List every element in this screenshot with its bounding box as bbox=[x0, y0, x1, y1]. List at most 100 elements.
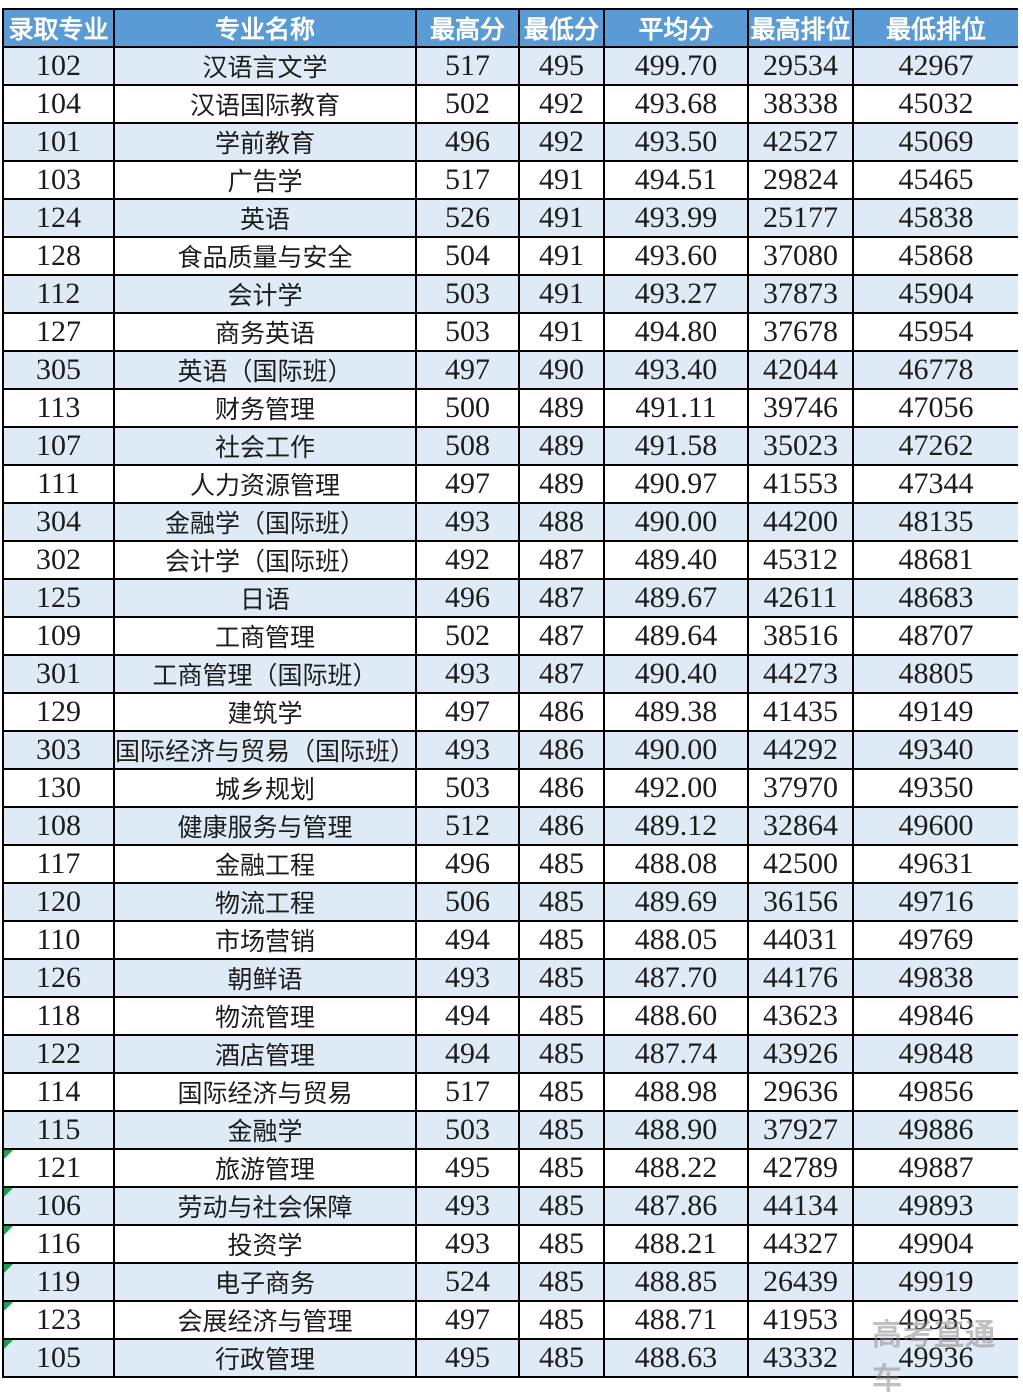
cell-max-score: 503 bbox=[415, 1110, 521, 1150]
cell-major-name: 英语 bbox=[112, 198, 418, 238]
table-row: 101 学前教育 496 492 493.50 42527 45069 bbox=[2, 122, 1019, 162]
cell-avg-score: 489.38 bbox=[603, 692, 750, 732]
table-row: 121 旅游管理 495 485 488.22 42789 49887 bbox=[2, 1148, 1019, 1188]
cell-highest-rank: 44134 bbox=[747, 1186, 855, 1226]
cell-highest-rank: 37080 bbox=[747, 236, 855, 276]
col-header-max-score: 最高分 bbox=[415, 8, 521, 48]
table-row: 302 会计学（国际班） 492 487 489.40 45312 48681 bbox=[2, 540, 1019, 580]
cell-major-name: 汉语国际教育 bbox=[112, 84, 418, 124]
cell-lowest-rank: 49846 bbox=[852, 996, 1019, 1036]
cell-major-name: 投资学 bbox=[112, 1224, 418, 1264]
cell-highest-rank: 44031 bbox=[747, 920, 855, 960]
cell-admission-code: 102 bbox=[2, 46, 115, 86]
cell-admission-code: 127 bbox=[2, 312, 115, 352]
cell-max-score: 504 bbox=[415, 236, 521, 276]
col-header-avg-score: 平均分 bbox=[603, 8, 750, 48]
cell-highest-rank: 44176 bbox=[747, 958, 855, 998]
cell-max-score: 500 bbox=[415, 388, 521, 428]
table-row: 127 商务英语 503 491 494.80 37678 45954 bbox=[2, 312, 1019, 352]
cell-max-score: 492 bbox=[415, 540, 521, 580]
cell-highest-rank: 43332 bbox=[747, 1338, 855, 1378]
cell-major-name: 社会工作 bbox=[112, 426, 418, 466]
cell-min-score: 487 bbox=[518, 616, 606, 656]
cell-admission-code: 125 bbox=[2, 578, 115, 618]
cell-major-name: 学前教育 bbox=[112, 122, 418, 162]
cell-avg-score: 488.63 bbox=[603, 1338, 750, 1378]
cell-min-score: 492 bbox=[518, 84, 606, 124]
cell-major-name: 商务英语 bbox=[112, 312, 418, 352]
cell-max-score: 517 bbox=[415, 160, 521, 200]
cell-admission-code: 112 bbox=[2, 274, 115, 314]
cell-admission-code: 305 bbox=[2, 350, 115, 390]
cell-min-score: 485 bbox=[518, 844, 606, 884]
table-row: 118 物流管理 494 485 488.60 43623 49846 bbox=[2, 996, 1019, 1036]
cell-error-indicator-icon bbox=[5, 1151, 13, 1159]
table-row: 120 物流工程 506 485 489.69 36156 49716 bbox=[2, 882, 1019, 922]
cell-error-indicator-icon bbox=[5, 1189, 13, 1197]
cell-major-name: 工商管理（国际班） bbox=[112, 654, 418, 694]
cell-highest-rank: 35023 bbox=[747, 426, 855, 466]
cell-avg-score: 491.58 bbox=[603, 426, 750, 466]
cell-highest-rank: 42789 bbox=[747, 1148, 855, 1188]
cell-avg-score: 499.70 bbox=[603, 46, 750, 86]
cell-major-name: 工商管理 bbox=[112, 616, 418, 656]
cell-highest-rank: 36156 bbox=[747, 882, 855, 922]
cell-highest-rank: 29534 bbox=[747, 46, 855, 86]
cell-major-name: 会展经济与管理 bbox=[112, 1300, 418, 1340]
cell-highest-rank: 41953 bbox=[747, 1300, 855, 1340]
cell-admission-code: 110 bbox=[2, 920, 115, 960]
cell-admission-code: 122 bbox=[2, 1034, 115, 1074]
admissions-score-table: 录取专业 专业名称 最高分 最低分 平均分 最高排位 最低排位 102 汉语言文… bbox=[2, 8, 1019, 1378]
cell-avg-score: 489.69 bbox=[603, 882, 750, 922]
cell-admission-code: 303 bbox=[2, 730, 115, 770]
cell-avg-score: 488.21 bbox=[603, 1224, 750, 1264]
cell-highest-rank: 29636 bbox=[747, 1072, 855, 1112]
cell-avg-score: 488.05 bbox=[603, 920, 750, 960]
cell-min-score: 485 bbox=[518, 1338, 606, 1378]
cell-major-name: 朝鲜语 bbox=[112, 958, 418, 998]
cell-max-score: 495 bbox=[415, 1148, 521, 1188]
cell-avg-score: 489.40 bbox=[603, 540, 750, 580]
cell-max-score: 497 bbox=[415, 692, 521, 732]
cell-min-score: 486 bbox=[518, 806, 606, 846]
cell-admission-code: 104 bbox=[2, 84, 115, 124]
table-row: 116 投资学 493 485 488.21 44327 49904 bbox=[2, 1224, 1019, 1264]
cell-admission-code: 123 bbox=[2, 1300, 115, 1340]
cell-highest-rank: 44200 bbox=[747, 502, 855, 542]
cell-min-score: 487 bbox=[518, 654, 606, 694]
cell-min-score: 495 bbox=[518, 46, 606, 86]
cell-max-score: 494 bbox=[415, 1034, 521, 1074]
cell-min-score: 485 bbox=[518, 1148, 606, 1188]
cell-avg-score: 493.40 bbox=[603, 350, 750, 390]
cell-lowest-rank: 49856 bbox=[852, 1072, 1019, 1112]
table-row: 115 金融学 503 485 488.90 37927 49886 bbox=[2, 1110, 1019, 1150]
cell-major-name: 金融学 bbox=[112, 1110, 418, 1150]
cell-major-name: 市场营销 bbox=[112, 920, 418, 960]
cell-admission-code: 103 bbox=[2, 160, 115, 200]
cell-avg-score: 487.70 bbox=[603, 958, 750, 998]
cell-avg-score: 494.80 bbox=[603, 312, 750, 352]
cell-max-score: 503 bbox=[415, 312, 521, 352]
cell-error-indicator-icon bbox=[5, 1265, 13, 1273]
cell-admission-code: 111 bbox=[2, 464, 115, 504]
cell-avg-score: 490.00 bbox=[603, 502, 750, 542]
cell-min-score: 485 bbox=[518, 1300, 606, 1340]
cell-admission-code: 109 bbox=[2, 616, 115, 656]
cell-major-name: 会计学（国际班） bbox=[112, 540, 418, 580]
cell-max-score: 517 bbox=[415, 46, 521, 86]
cell-admission-code: 121 bbox=[2, 1148, 115, 1188]
cell-min-score: 485 bbox=[518, 1110, 606, 1150]
cell-major-name: 广告学 bbox=[112, 160, 418, 200]
cell-avg-score: 488.60 bbox=[603, 996, 750, 1036]
cell-lowest-rank: 48707 bbox=[852, 616, 1019, 656]
admissions-score-table-container: 录取专业 专业名称 最高分 最低分 平均分 最高排位 最低排位 102 汉语言文… bbox=[2, 8, 1019, 1378]
cell-avg-score: 490.97 bbox=[603, 464, 750, 504]
cell-admission-code: 126 bbox=[2, 958, 115, 998]
cell-major-name: 电子商务 bbox=[112, 1262, 418, 1302]
cell-min-score: 485 bbox=[518, 1186, 606, 1226]
cell-lowest-rank: 45904 bbox=[852, 274, 1019, 314]
table-row: 111 人力资源管理 497 489 490.97 41553 47344 bbox=[2, 464, 1019, 504]
cell-lowest-rank: 47262 bbox=[852, 426, 1019, 466]
cell-avg-score: 493.50 bbox=[603, 122, 750, 162]
cell-highest-rank: 37970 bbox=[747, 768, 855, 808]
